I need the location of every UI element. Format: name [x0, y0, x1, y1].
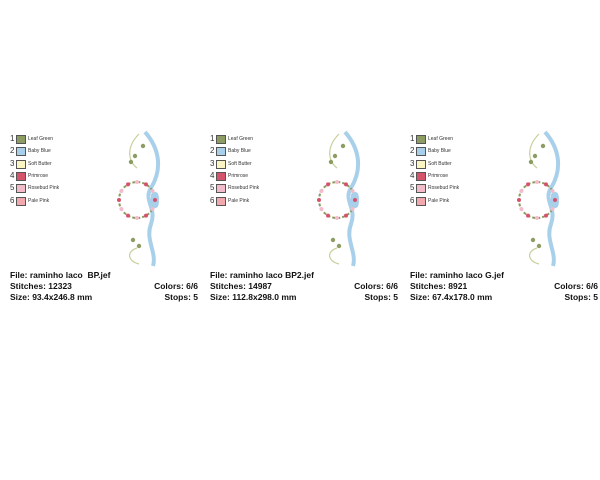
color-name: Pale Pink: [428, 197, 450, 204]
color-name: Primrose: [428, 172, 449, 179]
color-number: 3: [210, 158, 215, 168]
color-swatch: [216, 147, 226, 157]
color-number: 5: [10, 183, 15, 193]
color-name: Baby Blue: [28, 148, 51, 155]
color-number: 4: [10, 170, 15, 180]
color-name: Pale Pink: [228, 197, 250, 204]
color-name: Rosebud Pink: [28, 185, 60, 192]
file-name: File: raminho laco G.jef: [410, 270, 504, 280]
color-name: Soft Butter: [428, 160, 452, 167]
color-number: 6: [210, 195, 215, 205]
size: Size: 67.4x178.0 mm: [410, 292, 493, 302]
embroidery-preview: [517, 130, 561, 267]
color-swatch: [416, 184, 426, 194]
stitches: Stitches: 8921: [410, 281, 468, 291]
color-swatch: [16, 135, 26, 144]
stops: Stops: 5: [364, 292, 398, 302]
color-swatch: [16, 196, 26, 206]
color-number: 6: [10, 195, 15, 205]
color-swatch: [216, 159, 226, 169]
size: Size: 112.8x298.0 mm: [210, 292, 297, 302]
design-panel: 1 Leaf Green 2 Baby Blue 3 Soft Butter 4 Primro…: [10, 0, 200, 480]
color-name: Leaf Green: [28, 136, 54, 142]
colors-count: Colors: 6/6: [154, 281, 198, 291]
embroidery-preview: [317, 130, 361, 267]
design-panel: 1 Leaf Green 2 Baby Blue 3 Soft Butter 4 Primro…: [210, 0, 400, 480]
file-name: File: raminho laco BP.jef: [10, 270, 111, 280]
color-swatch: [216, 171, 226, 181]
color-name: Leaf Green: [428, 136, 454, 142]
color-name: Soft Butter: [228, 160, 252, 167]
color-swatch: [216, 196, 226, 206]
stitches: Stitches: 12323: [10, 281, 72, 291]
color-swatch: [416, 196, 426, 206]
color-name: Leaf Green: [228, 136, 254, 142]
color-number: 1: [410, 134, 415, 143]
color-swatch: [16, 184, 26, 194]
color-name: Pale Pink: [28, 197, 50, 204]
color-number: 4: [410, 170, 415, 180]
colors-count: Colors: 6/6: [354, 281, 398, 291]
color-name: Rosebud Pink: [228, 185, 260, 192]
color-number: 1: [210, 134, 215, 143]
color-swatch: [416, 171, 426, 181]
color-number: 4: [210, 170, 215, 180]
embroidery-preview: [117, 130, 161, 267]
color-name: Baby Blue: [428, 148, 451, 155]
stops: Stops: 5: [164, 292, 198, 302]
color-name: Rosebud Pink: [428, 185, 460, 192]
color-number: 6: [410, 195, 415, 205]
color-name: Primrose: [28, 172, 49, 179]
color-swatch: [216, 184, 226, 194]
file-name: File: raminho laco BP2.jef: [210, 270, 314, 280]
design-panel: 1 Leaf Green 2 Baby Blue 3 Soft Butter 4 Primro…: [410, 0, 600, 480]
color-swatch: [16, 171, 26, 181]
color-number: 1: [10, 134, 15, 143]
color-swatch: [16, 159, 26, 169]
color-swatch: [416, 135, 426, 144]
color-number: 5: [410, 183, 415, 193]
color-number: 2: [210, 146, 215, 156]
color-number: 2: [10, 146, 15, 156]
size: Size: 93.4x246.8 mm: [10, 292, 93, 302]
color-number: 5: [210, 183, 215, 193]
color-number: 3: [10, 158, 15, 168]
stitches: Stitches: 14987: [210, 281, 272, 291]
color-name: Baby Blue: [228, 148, 251, 155]
color-swatch: [216, 135, 226, 144]
colors-count: Colors: 6/6: [554, 281, 598, 291]
color-name: Primrose: [228, 172, 249, 179]
color-number: 2: [410, 146, 415, 156]
color-swatch: [416, 147, 426, 157]
stops: Stops: 5: [564, 292, 598, 302]
color-name: Soft Butter: [28, 160, 52, 167]
color-number: 3: [410, 158, 415, 168]
color-swatch: [16, 147, 26, 157]
color-swatch: [416, 159, 426, 169]
